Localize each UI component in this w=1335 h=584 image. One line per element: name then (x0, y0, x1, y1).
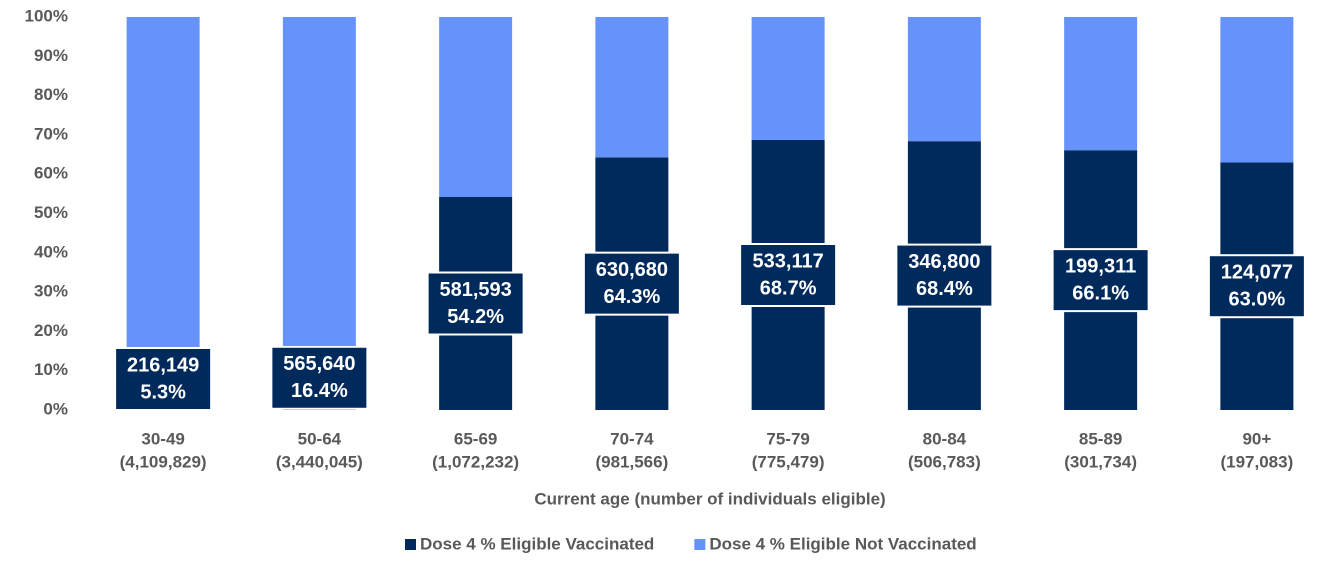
data-label-box (895, 243, 994, 308)
data-label-count: 346,800 (908, 251, 980, 273)
bar-segment (1220, 17, 1294, 163)
x-tick-label: (775,479) (752, 452, 825, 471)
bar-segment (439, 17, 513, 197)
y-tick-label: 0% (43, 399, 68, 418)
y-tick-label: 90% (34, 46, 68, 65)
y-tick-label: 70% (34, 124, 68, 143)
x-tick-label: 80-84 (923, 429, 967, 448)
data-label-box (270, 345, 369, 410)
data-label: 64.3% (604, 286, 661, 308)
y-tick-label: 80% (34, 85, 68, 104)
data-label: 68.4% (916, 278, 973, 300)
y-tick-label: 10% (34, 360, 68, 379)
data-label: 66.1% (1072, 282, 1129, 304)
y-tick-label: 100% (25, 6, 68, 25)
data-label: 5.3% (140, 381, 186, 403)
data-label-box (739, 243, 838, 308)
x-tick-label: 90+ (1242, 429, 1271, 448)
x-tick-label: 75-79 (766, 429, 809, 448)
bar-segment (595, 17, 669, 158)
data-label-count: 533,117 (753, 250, 824, 272)
x-tick-label: 85-89 (1079, 429, 1122, 448)
legend-swatch (405, 539, 416, 550)
bar-segment (751, 17, 825, 141)
bar-segment (907, 17, 981, 142)
data-label-box (1051, 248, 1150, 313)
y-tick-label: 50% (34, 203, 68, 222)
x-axis-title: Current age (number of individuals eligi… (534, 489, 885, 508)
x-tick-label: (3,440,045) (276, 452, 363, 471)
bar-segment (1064, 17, 1138, 151)
x-tick-label: (4,109,829) (120, 452, 207, 471)
y-tick-label: 40% (34, 242, 68, 261)
data-label-box (582, 251, 681, 316)
data-label-count: 124,077 (1221, 261, 1293, 283)
x-tick-label: 50-64 (298, 429, 342, 448)
y-tick-label: 30% (34, 282, 68, 301)
y-tick-label: 60% (34, 164, 68, 183)
x-tick-label: (506,783) (908, 452, 981, 471)
legend-label: Dose 4 % Eligible Vaccinated (420, 534, 654, 553)
data-label: 16.4% (291, 380, 348, 402)
bar-segment (282, 17, 356, 346)
legend-label: Dose 4 % Eligible Not Vaccinated (709, 534, 976, 553)
x-tick-label: (301,734) (1064, 452, 1137, 471)
x-tick-label: (1,072,232) (432, 452, 519, 471)
x-tick-label: 30-49 (141, 429, 184, 448)
data-label-box (1207, 254, 1306, 319)
data-label-count: 199,311 (1065, 255, 1136, 277)
data-label-box (114, 347, 213, 411)
x-tick-label: (197,083) (1220, 452, 1293, 471)
data-label-count: 581,593 (439, 279, 511, 301)
x-tick-label: 65-69 (454, 429, 497, 448)
legend-swatch (694, 539, 706, 550)
bar-segment (126, 17, 200, 390)
data-label-count: 565,640 (283, 353, 355, 375)
data-label-count: 630,680 (596, 259, 668, 281)
data-label: 63.0% (1229, 288, 1286, 310)
data-label-box (426, 271, 525, 336)
y-tick-label: 20% (34, 321, 68, 340)
data-label-count: 216,149 (127, 354, 199, 376)
data-label: 54.2% (447, 306, 504, 328)
data-label: 68.7% (760, 277, 817, 299)
x-tick-label: 70-74 (610, 429, 654, 448)
x-tick-label: (981,566) (595, 452, 668, 471)
